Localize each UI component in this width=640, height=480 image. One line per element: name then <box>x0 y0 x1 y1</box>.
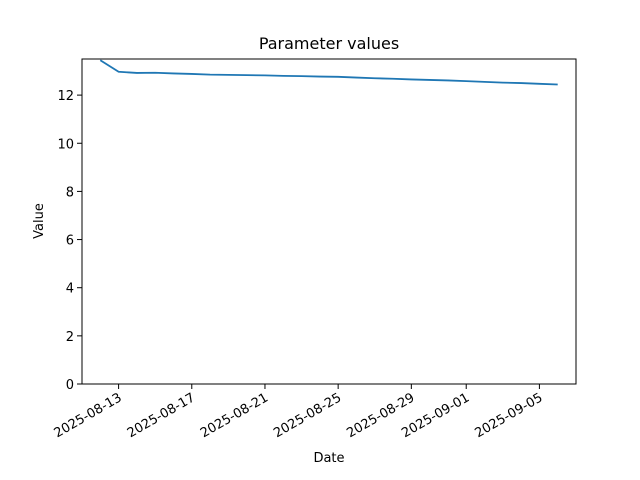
y-tick-label: 4 <box>66 282 74 297</box>
y-tick-label: 8 <box>66 185 74 200</box>
plot-frame <box>81 58 577 385</box>
y-tick-label: 2 <box>66 330 74 345</box>
chart-title: Parameter values <box>259 34 399 53</box>
data-line <box>99 59 558 86</box>
y-tick-label: 0 <box>66 378 74 393</box>
y-tick-label: 12 <box>57 89 74 104</box>
y-axis-label: Value <box>32 203 47 239</box>
y-tick-label: 6 <box>66 234 74 249</box>
y-tick-label: 10 <box>57 137 74 152</box>
x-axis-label: Date <box>313 451 344 466</box>
